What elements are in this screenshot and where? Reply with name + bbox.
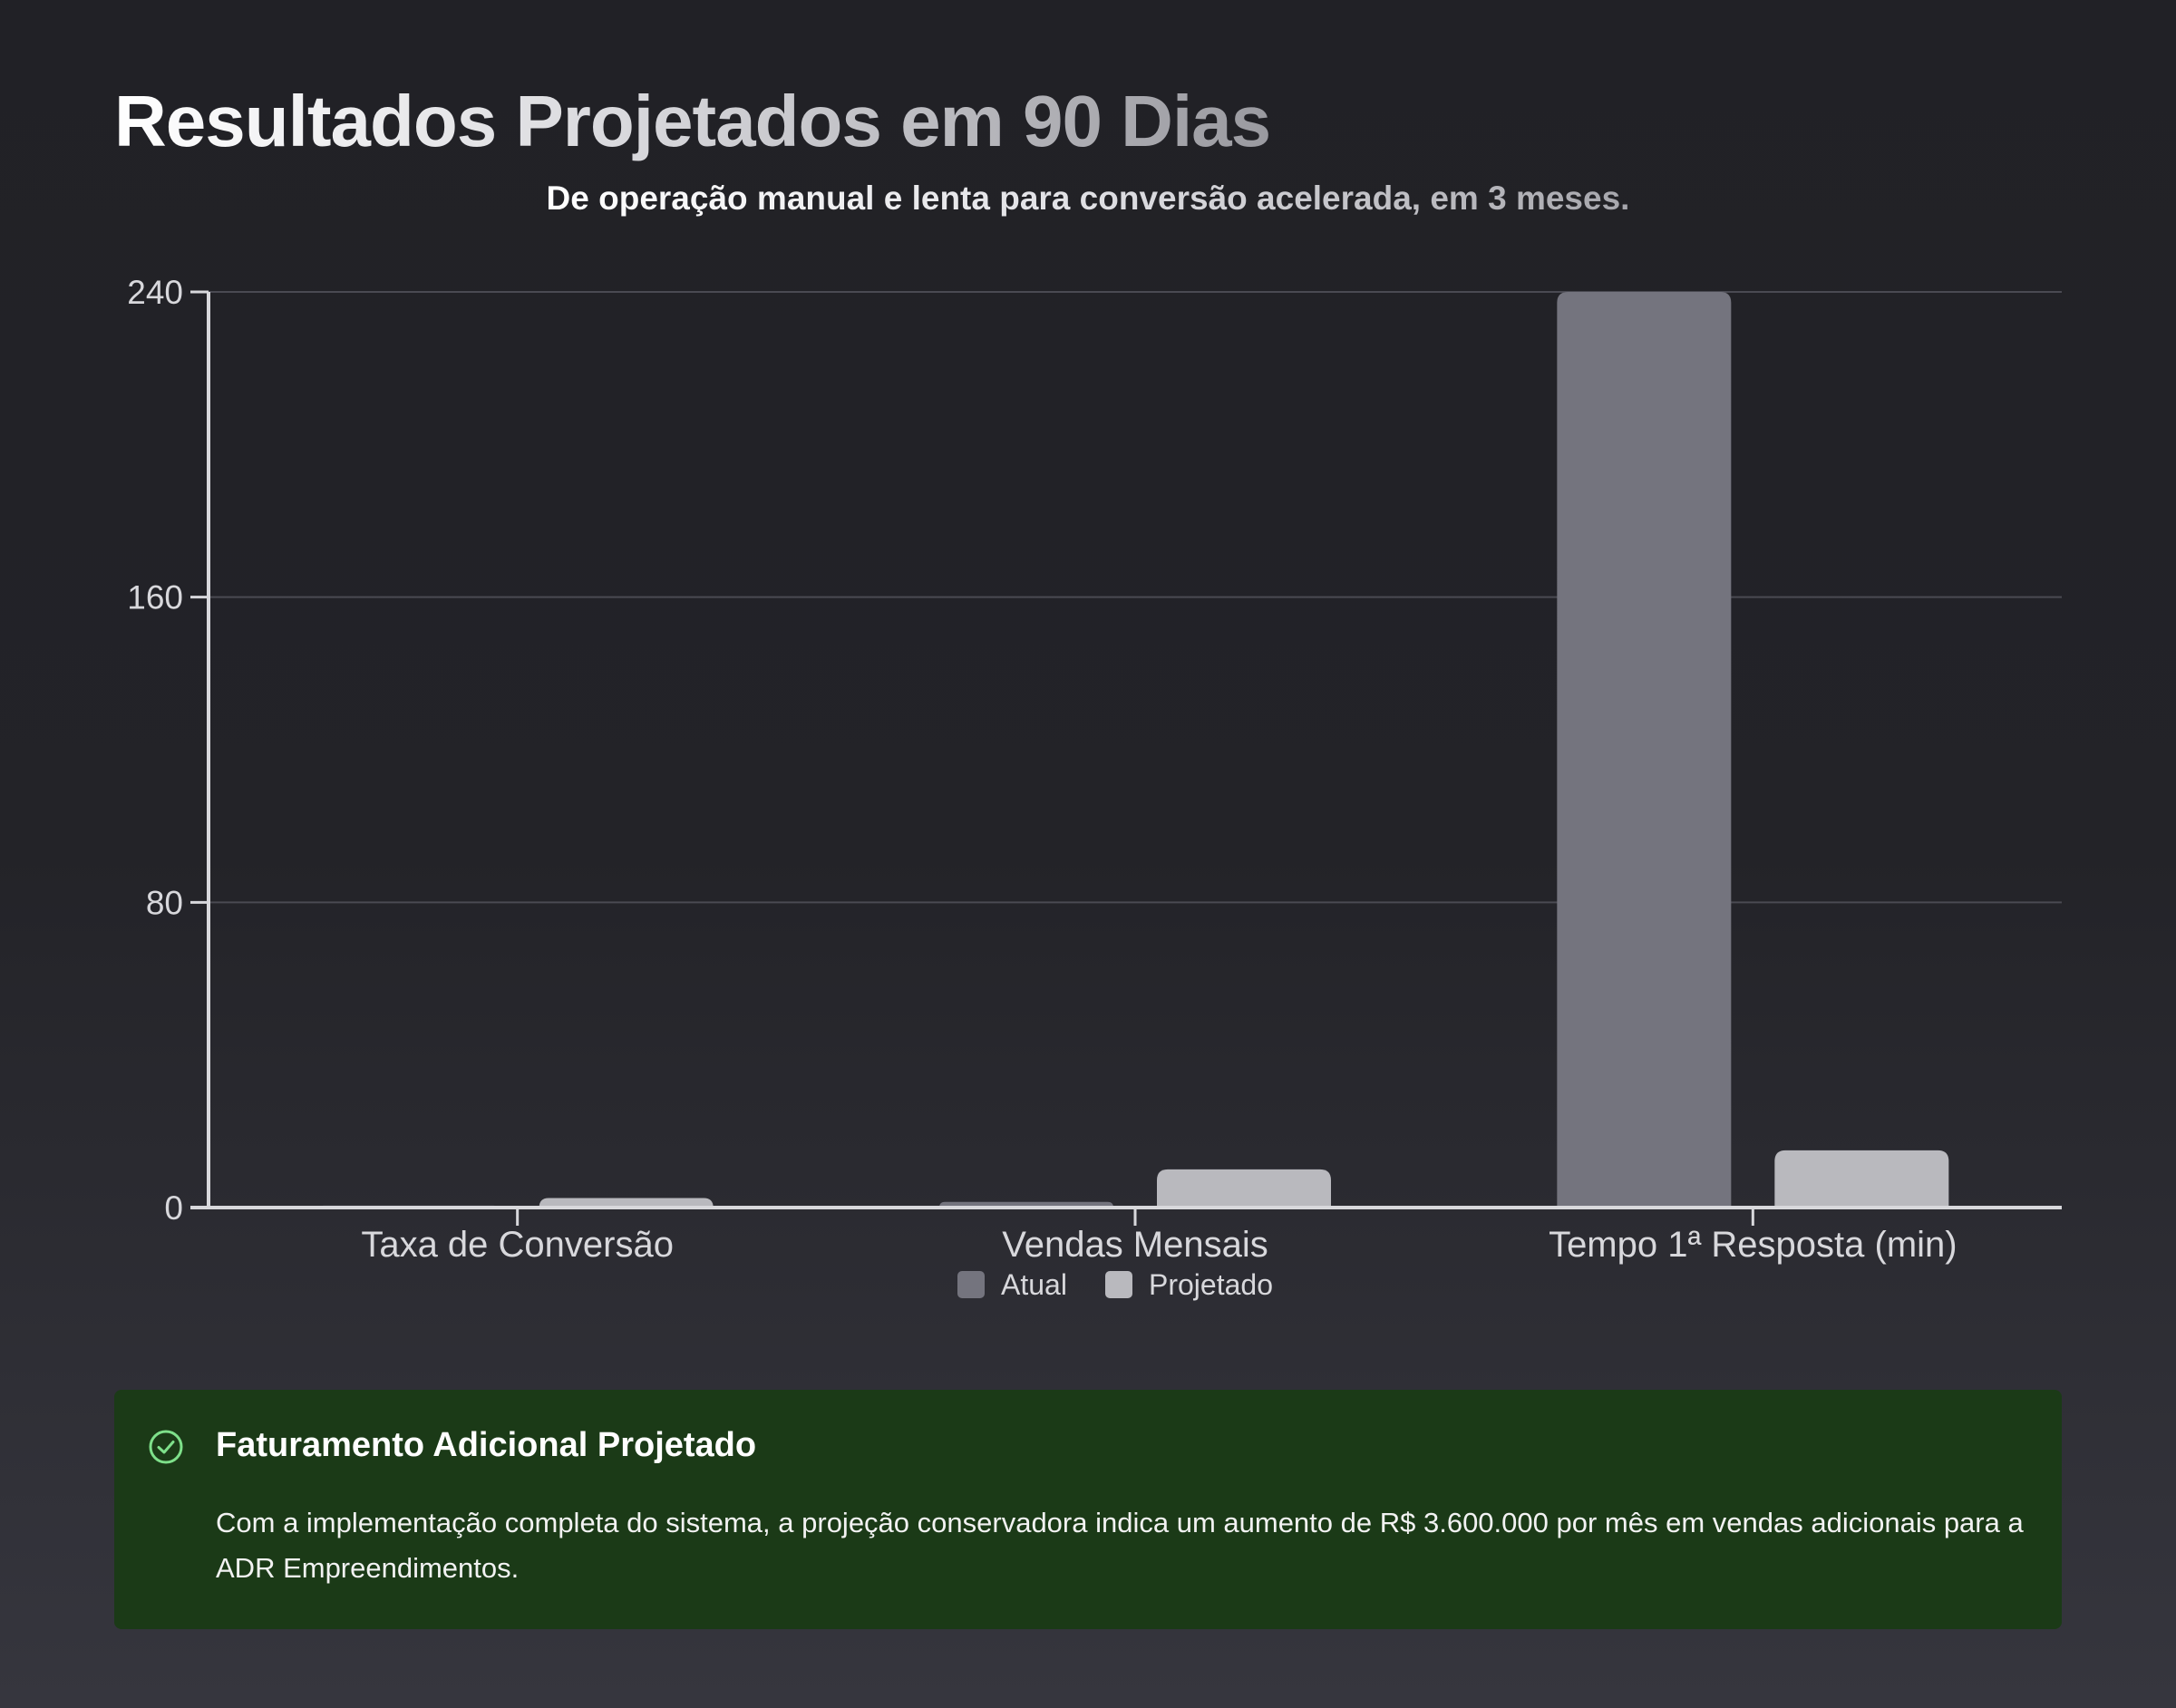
x-tick-label: Vendas Mensais <box>1002 1225 1268 1265</box>
y-tick-label: 240 <box>127 274 183 311</box>
revenue-callout: Faturamento Adicional Projetado Com a im… <box>114 1390 2062 1629</box>
bar-projetado-3 <box>1774 1150 1949 1208</box>
y-tick-label: 80 <box>146 884 183 921</box>
callout-title: Faturamento Adicional Projetado <box>216 1426 757 1464</box>
x-tick-label: Tempo 1ª Resposta (min) <box>1549 1225 1957 1265</box>
bar-projetado-1 <box>539 1198 714 1208</box>
legend-label-atual: Atual <box>1001 1268 1067 1301</box>
legend-label-projetado: Projetado <box>1149 1268 1273 1301</box>
bar-atual-3 <box>1557 292 1732 1208</box>
y-tick-label: 160 <box>127 579 183 616</box>
x-tick-label: Taxa de Conversão <box>361 1225 674 1265</box>
bar-projetado-2 <box>1157 1169 1331 1208</box>
y-tick-label: 0 <box>164 1189 183 1227</box>
legend-swatch-atual <box>957 1271 985 1298</box>
check-circle-icon <box>149 1430 183 1464</box>
bar-chart: 0 80 160 240 Taxa de Conversão Vendas Mensais… <box>127 274 2062 1301</box>
page-subtitle: De operação manual e lenta para conversã… <box>0 180 2176 218</box>
callout-body: Com a implementação completa do sistema,… <box>216 1507 2024 1584</box>
page-title: Resultados Projetados em 90 Dias <box>114 81 1271 161</box>
subtitle-text: De operação manual e lenta para conversã… <box>546 180 1630 217</box>
legend-swatch-projetado <box>1105 1271 1132 1298</box>
